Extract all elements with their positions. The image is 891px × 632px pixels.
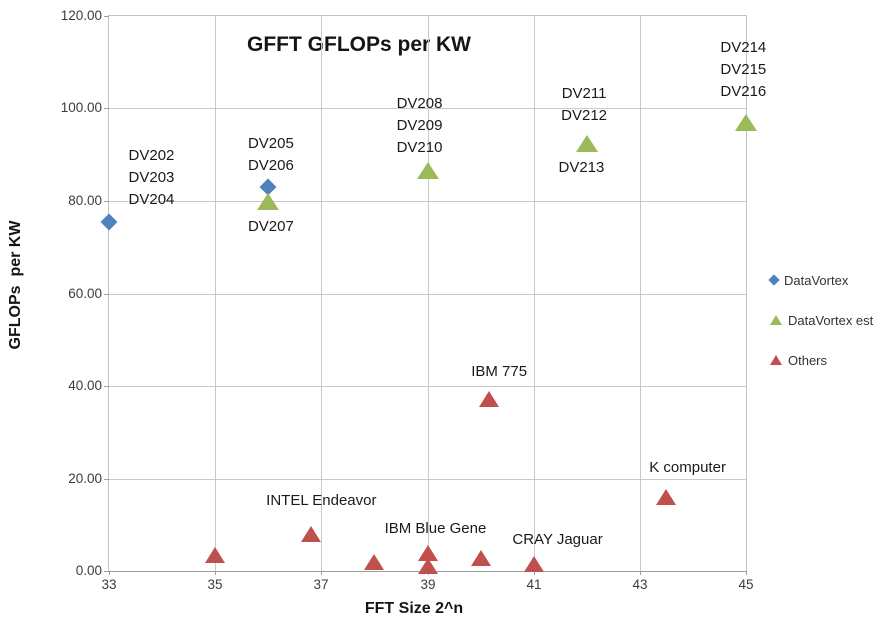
legend: DataVortex DataVortex est Others [768, 272, 873, 368]
point-label: CRAY Jaguar [512, 531, 603, 548]
legend-item: DataVortex [768, 272, 873, 288]
data-point-triangle [479, 391, 499, 407]
x-tick-mark [746, 571, 747, 575]
data-point-triangle [656, 489, 676, 505]
triangle-icon [770, 355, 782, 365]
point-label: IBM Blue Gene [384, 519, 487, 537]
data-point-triangle [364, 554, 384, 570]
legend-item: Others [770, 352, 873, 368]
gridline-horizontal [109, 108, 746, 109]
y-tick-label: 40.00 [68, 378, 102, 393]
gridline-vertical [534, 16, 535, 571]
gridline-horizontal [109, 479, 746, 480]
data-point-triangle [257, 193, 279, 210]
gridline-vertical [215, 16, 216, 571]
chart-title: GFFT GFLOPs per KW [247, 33, 471, 56]
legend-label: DataVortex est [788, 312, 874, 328]
point-label: IBM 775 [471, 363, 528, 381]
data-point-triangle [418, 545, 438, 561]
gridline-horizontal [109, 201, 746, 202]
x-tick-label: 41 [526, 577, 542, 592]
x-tick-label: 39 [420, 577, 436, 592]
plot-area: 33 35 37 39 41 43 45 0.00 20.00 40.00 60.00 80.00 10… [61, 8, 767, 592]
diamond-icon [768, 274, 780, 286]
x-tick-mark [109, 571, 110, 575]
x-tick-mark [534, 571, 535, 575]
y-tick-label: 100.00 [60, 100, 102, 115]
y-tick-mark [104, 108, 109, 109]
y-tick-label: 60.00 [68, 286, 102, 301]
point-label: DV214 DV215 DV216 [720, 38, 767, 100]
legend-item: DataVortex est [770, 312, 873, 328]
y-tick-mark [104, 571, 109, 572]
point-label: DV211 DV212 [561, 85, 608, 125]
x-tick-label: 35 [207, 577, 223, 592]
triangle-icon [770, 315, 782, 325]
x-tick-mark [215, 571, 216, 575]
data-point-triangle [471, 550, 491, 566]
point-label: DV208 DV209 DV210 [396, 95, 443, 157]
gridline-vertical [428, 16, 429, 571]
data-point-triangle [735, 114, 757, 131]
y-tick-label: 0.00 [75, 563, 102, 578]
y-tick-mark [104, 294, 109, 295]
data-point-triangle [524, 556, 544, 572]
y-tick-mark [104, 201, 109, 202]
data-point-diamond [100, 213, 118, 231]
y-tick-label: 120.00 [60, 8, 102, 23]
gridline-horizontal [109, 386, 746, 387]
point-label: K computer [649, 458, 726, 476]
point-label: INTEL Endeavor [266, 492, 377, 510]
y-tick-label: 20.00 [68, 471, 102, 486]
x-axis-title: FFT Size 2^n [364, 600, 464, 617]
data-point-triangle [205, 547, 225, 563]
y-tick-mark [104, 16, 109, 17]
data-point-triangle [417, 162, 439, 179]
data-point-triangle [418, 558, 438, 574]
data-point-triangle [576, 135, 598, 152]
gridline-horizontal [109, 294, 746, 295]
point-label: DV207 [247, 217, 294, 235]
gridline-vertical [321, 16, 322, 571]
y-tick-mark [104, 386, 109, 387]
point-label: DV202 DV203 DV204 [128, 146, 175, 208]
x-tick-mark [640, 571, 641, 575]
x-tick-label: 45 [738, 577, 754, 592]
legend-label: Others [788, 352, 828, 368]
data-point-triangle [301, 526, 321, 542]
gridline-vertical [640, 16, 641, 571]
y-tick-mark [104, 479, 109, 480]
y-tick-label: 80.00 [68, 193, 102, 208]
y-axis-title: GFLOPs per KW [7, 220, 24, 350]
legend-label: DataVortex [784, 272, 849, 288]
x-tick-label: 37 [313, 577, 329, 592]
point-label: DV213 [558, 159, 605, 177]
x-tick-label: 43 [632, 577, 648, 592]
x-tick-mark [321, 571, 322, 575]
x-tick-label: 33 [101, 577, 117, 592]
point-label: DV205 DV206 [247, 134, 294, 174]
